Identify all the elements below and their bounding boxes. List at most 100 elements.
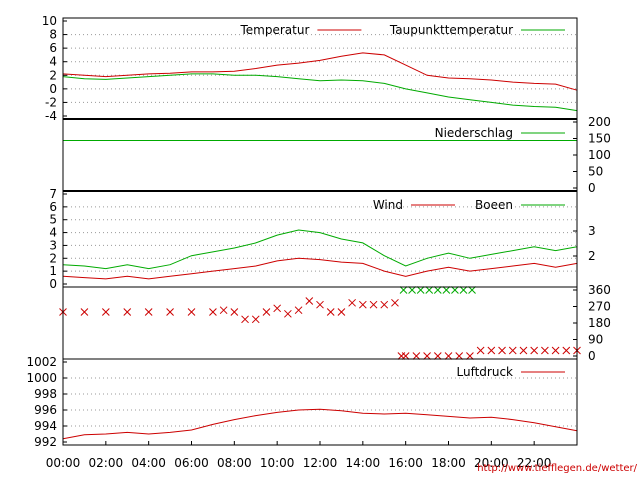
y-tick-label-right: 3: [588, 224, 596, 238]
scatter-point: [459, 286, 468, 294]
legend-label: Niederschlag: [435, 126, 513, 140]
y-tick-label: 2: [49, 251, 57, 265]
scatter-cross-b: [123, 308, 132, 316]
scatter-point: [273, 304, 282, 313]
y-tick-label: 4: [49, 226, 57, 240]
scatter-cross-b: [337, 308, 346, 316]
scatter-cross-b: [209, 308, 217, 316]
scatter-point: [262, 308, 271, 316]
scatter-point: [230, 308, 239, 316]
y-tick-label: 0: [49, 277, 57, 291]
y-tick-label: 992: [34, 435, 57, 449]
scatter-point: [305, 297, 314, 305]
y-tick-label: 8: [49, 28, 57, 42]
legend-label: Luftdruck: [456, 365, 513, 379]
scatter-point: [444, 352, 453, 360]
y-tick-label: 4: [49, 55, 57, 69]
scatter-cross-b: [442, 286, 451, 294]
scatter-point: [519, 346, 528, 355]
scatter-cross-b: [487, 346, 496, 355]
scatter-cross-b: [433, 352, 442, 360]
y-tick-label-right: 2: [588, 249, 596, 263]
scatter-point: [468, 286, 476, 294]
scatter-cross-b: [451, 286, 459, 294]
scatter-cross-b: [294, 306, 303, 315]
scatter-point: [123, 308, 132, 316]
y-tick-label-right: 0: [588, 349, 596, 363]
scatter-cross-b: [358, 300, 367, 309]
series-line-wind: [62, 257, 578, 280]
scatter-cross-b: [408, 286, 416, 294]
x-tick-label: 06:00: [174, 456, 209, 470]
scatter-point: [187, 308, 196, 316]
scatter-point: [541, 346, 549, 355]
credit-link[interactable]: http://www.tiefflegen.de/wetter/: [477, 463, 637, 474]
scatter-cross-b: [562, 346, 571, 355]
scatter-cross-b: [305, 297, 314, 305]
scatter-point: [391, 298, 399, 307]
scatter-cross-b: [187, 308, 196, 316]
scatter-cross-b: [399, 286, 408, 294]
x-tick-label: 10:00: [260, 456, 295, 470]
scatter-cross-b: [348, 298, 356, 307]
y-tick-label: 5: [49, 213, 57, 227]
scatter-cross-b: [230, 308, 239, 316]
scatter-point: [508, 346, 517, 355]
scatter-point: [144, 308, 153, 316]
x-tick-label: 00:00: [46, 456, 81, 470]
y-tick-label: 7: [49, 187, 57, 201]
y-tick-label: 996: [34, 403, 57, 417]
scatter-point: [455, 352, 464, 360]
y-tick-label: 3: [49, 238, 57, 252]
scatter-point: [530, 346, 539, 355]
y-tick-label-right: 270: [588, 300, 611, 314]
scatter-cross-b: [391, 298, 399, 307]
scatter-point: [399, 286, 408, 294]
scatter-point: [316, 300, 324, 309]
scatter-point: [369, 300, 378, 309]
scatter-cross-b: [519, 346, 528, 355]
scatter-cross-b: [459, 286, 468, 294]
x-tick-label: 08:00: [217, 456, 252, 470]
scatter-cross-b: [551, 346, 560, 355]
scatter-point: [401, 352, 410, 360]
series-line-taupunkttemperatur: [62, 73, 578, 112]
scatter-cross-b: [273, 304, 282, 313]
scatter-cross-b: [80, 308, 89, 316]
scatter-point: [209, 308, 217, 316]
legend-label: Taupunkttemperatur: [389, 23, 513, 37]
x-tick-label: 20:00: [474, 456, 509, 470]
scatter-cross-b: [466, 352, 474, 360]
chart-labels: 1086420-2-4TaupunkttemperaturTemperatur2…: [26, 14, 610, 470]
scatter-cross-b: [498, 346, 506, 355]
scatter-point: [348, 298, 356, 307]
scatter-point: [451, 286, 459, 294]
series-line-luftdruck: [62, 408, 578, 440]
y-tick-label: 10: [42, 14, 57, 28]
scatter-cross-b: [316, 300, 324, 309]
scatter-cross-b: [468, 286, 476, 294]
y-tick-label: 6: [49, 41, 57, 55]
x-tick-label: 18:00: [431, 456, 466, 470]
scatter-cross-b: [530, 346, 539, 355]
scatter-point: [251, 315, 260, 324]
scatter-point: [101, 308, 110, 316]
x-tick-label: 12:00: [303, 456, 338, 470]
scatter-cross-b: [444, 352, 453, 360]
y-tick-label-right: 90: [588, 333, 603, 347]
scatter-cross-b: [262, 308, 271, 316]
scatter-point: [219, 306, 228, 315]
scatter-cross-b: [433, 286, 442, 294]
scatter-point: [487, 346, 496, 355]
legend-label: Temperatur: [239, 23, 309, 37]
scatter-point: [284, 309, 292, 318]
scatter-point: [326, 308, 335, 316]
legend-label: Boeen: [475, 198, 513, 212]
scatter-point: [562, 346, 571, 355]
y-tick-label: -2: [45, 95, 57, 109]
scatter-point: [241, 315, 249, 324]
scatter-point: [476, 346, 485, 355]
scatter-point: [380, 300, 389, 309]
scatter-point: [466, 352, 474, 360]
